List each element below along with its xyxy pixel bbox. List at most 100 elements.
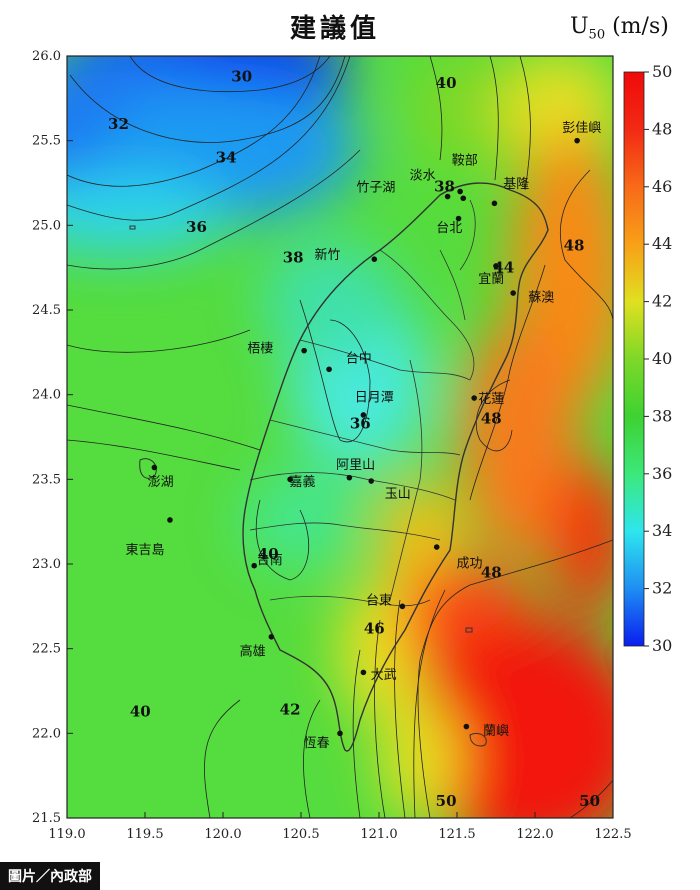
station-dot (268, 634, 275, 640)
contour-label: 42 (280, 701, 301, 719)
x-tick-label: 120.0 (204, 827, 241, 842)
contour-label: 36 (186, 218, 207, 236)
station-dot (471, 395, 477, 401)
place-label: 成功 (456, 556, 482, 571)
place-label: 蘭嶼 (483, 723, 509, 739)
station-dot (301, 347, 307, 354)
station-dot (167, 517, 173, 523)
x-tick-label: 121.0 (360, 827, 397, 842)
contour-label: 48 (481, 564, 502, 582)
colorbar (623, 71, 645, 647)
x-tick-label: 121.5 (438, 827, 475, 842)
station-dot (360, 412, 367, 418)
colorbar-tick-label: 46 (652, 177, 672, 196)
station-dot (444, 193, 451, 200)
contour-label-layer: 30 32 34 36 38 38 40 44 48 36 48 40 48 46 40 42 50 50 (108, 67, 600, 810)
place-label: 蘇澳 (528, 290, 554, 306)
taiwan-outline (242, 182, 549, 752)
colorbar-ticks: 30 32 34 36 38 40 42 44 46 48 50 (644, 62, 672, 655)
station-dot (491, 200, 498, 207)
station-dot (510, 290, 516, 296)
place-label: 澎湖 (148, 475, 174, 490)
unit-label: U50 (m/s) (570, 14, 669, 42)
place-label: 台北 (436, 221, 462, 236)
station-dot (457, 188, 463, 195)
colorbar-tick-label: 40 (652, 349, 672, 368)
station-dot (337, 730, 343, 737)
place-label: 台南 (257, 552, 283, 568)
y-tick-label: 21.5 (32, 811, 61, 826)
place-label: 淡水 (410, 169, 436, 184)
contour-label: 40 (258, 545, 279, 563)
colorbar-tick-label: 50 (652, 62, 672, 81)
station-dot (251, 562, 257, 569)
unit-units: (m/s) (612, 14, 669, 39)
colorbar-tick-label: 36 (652, 464, 672, 483)
contour-label: 32 (108, 115, 129, 133)
station-dot (463, 723, 470, 730)
contour-label: 46 (364, 619, 385, 637)
station-dot (574, 137, 580, 144)
station-dot (455, 215, 462, 222)
x-tick-label: 119.0 (48, 827, 85, 842)
contour-label: 44 (493, 259, 514, 277)
colorbar-tick-label: 34 (652, 521, 672, 540)
colorbar-tick-label: 30 (652, 636, 672, 655)
x-tick-label: 119.5 (126, 827, 163, 842)
x-axis: 119.0 119.5 120.0 120.5 121.0 121.5 122.0 122.5 (48, 812, 632, 842)
y-tick-label: 25.5 (32, 134, 61, 149)
station-dot (399, 603, 406, 610)
place-label: 台東 (366, 593, 392, 609)
colorbar-tick-label: 42 (652, 292, 672, 311)
contour-label: 40 (436, 74, 457, 92)
contour-label: 34 (216, 149, 237, 167)
station-dot (287, 476, 293, 483)
place-label: 嘉義 (290, 474, 316, 490)
place-label: 鞍部 (452, 152, 478, 168)
place-label: 基隆 (503, 177, 529, 192)
place-label: 宜蘭 (478, 271, 504, 287)
colorbar-tick-label: 44 (652, 234, 672, 253)
place-label: 大武 (371, 668, 397, 683)
x-tick-label: 120.5 (282, 827, 319, 842)
station-dot (326, 366, 332, 373)
place-label: 新竹 (315, 247, 341, 263)
place-label: 阿里山 (336, 458, 375, 473)
islands (129, 225, 487, 747)
contour-label: 36 (350, 415, 371, 433)
place-label: 恆春 (304, 736, 330, 751)
contour-label: 48 (564, 237, 585, 255)
x-tick-label: 122.0 (516, 827, 553, 842)
x-tick-label: 122.5 (594, 827, 631, 842)
contour-label: 40 (130, 702, 151, 720)
contour-label: 50 (436, 792, 457, 810)
contour-label: 50 (579, 792, 600, 810)
place-label: 台中 (346, 351, 372, 366)
station-dot (371, 256, 378, 263)
place-label: 梧棲 (247, 341, 273, 356)
y-tick-label: 23.5 (32, 472, 61, 487)
y-tick-label: 23.0 (32, 557, 61, 572)
unit-symbol: U (570, 14, 589, 39)
contour-lines (67, 56, 613, 818)
station-dot (151, 464, 158, 471)
station-dot (346, 474, 353, 481)
place-label: 彭佳嶼 (562, 121, 601, 136)
y-tick-label: 26.0 (32, 49, 61, 64)
contour-label: 48 (481, 409, 502, 427)
station-dot (460, 195, 467, 202)
image-credit: 圖片／內政部 (0, 862, 100, 890)
contour-label: 30 (231, 67, 252, 85)
place-label: 東吉島 (125, 542, 164, 558)
station-dot (368, 478, 375, 484)
station-dot (493, 263, 499, 269)
colorbar-tick-label: 48 (652, 119, 672, 138)
y-tick-label: 22.5 (32, 642, 61, 657)
place-label: 日月潭 (355, 390, 394, 405)
y-tick-label: 24.0 (32, 388, 61, 403)
y-axis: 26.0 25.5 25.0 24.5 24.0 23.5 23.0 22.5 22.0 21.5 (32, 49, 73, 826)
place-label: 竹子湖 (356, 180, 395, 195)
y-tick-label: 24.5 (32, 303, 61, 318)
